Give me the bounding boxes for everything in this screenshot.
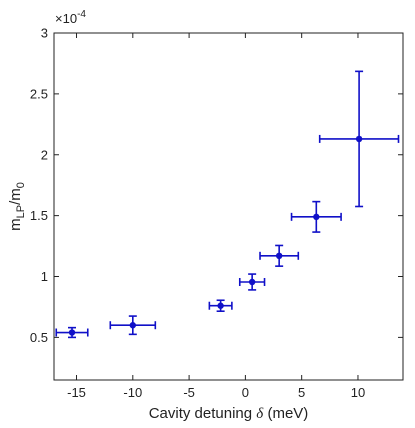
data-point [275,252,283,260]
x-tick-label: 5 [298,385,305,400]
y-exponent-label: ×10-4 [55,9,86,26]
data-point [313,213,320,221]
y-tick-label: 0.5 [30,330,48,345]
data-point-group [208,299,233,313]
y-tick-label: 1.5 [30,208,48,223]
x-tick-label: -5 [183,385,195,400]
axes-box [53,32,404,381]
y-tick-label: 1 [41,269,48,284]
data-point-group [259,244,300,267]
y-tick-label: 2 [41,147,48,162]
x-tick-label: -15 [67,385,86,400]
data-point-group [290,200,342,233]
data-point [68,329,76,336]
data-point [129,322,137,329]
data-point [217,302,224,309]
y-tick-label: 2.5 [30,86,48,101]
data-point-group [55,326,89,339]
plot-area [55,70,400,339]
data-point-group [238,273,266,291]
data-point [248,278,256,286]
data-point [355,135,363,143]
x-tick-label: 0 [242,385,249,400]
x-tick-label: -10 [123,385,142,400]
data-point-group [318,70,400,208]
y-axis-label: mLP/m0 [7,182,27,231]
tick-layer: -15 -10 -5 0 5 10 0.5 1 1.5 2 2.5 3 [30,26,403,400]
x-tick-label: 10 [351,385,365,400]
x-axis-label: Cavity detuning δ (meV) [149,405,309,422]
data-point-group [109,315,157,336]
y-tick-label: 3 [41,26,48,41]
